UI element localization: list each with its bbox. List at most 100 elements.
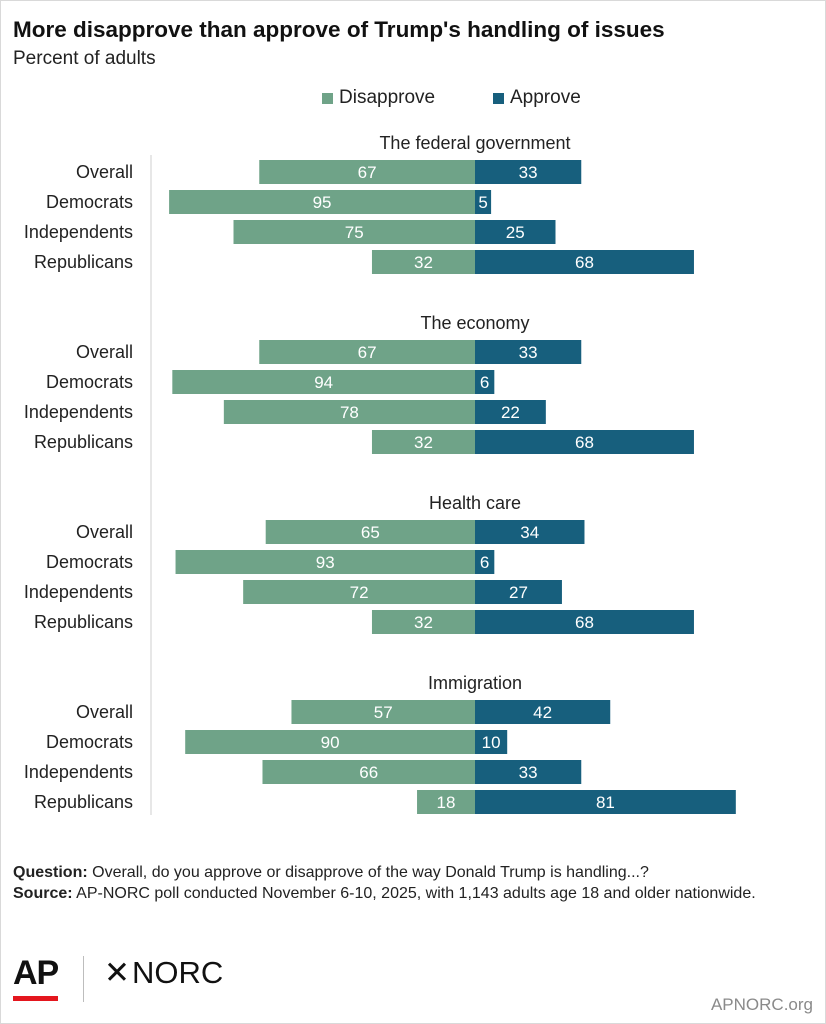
diverging-bar-chart: The federal government Overall 67 33 Democra… [24,133,736,815]
ap-logo-underline [13,996,58,1001]
data-label-approve: 42 [533,703,552,722]
category-label: Democrats [46,552,133,572]
bar-disapprove [185,730,475,754]
category-label: Independents [24,582,133,602]
bar-disapprove [233,220,475,244]
category-label: Independents [24,402,133,422]
category-label: Overall [76,522,133,542]
category-label: Democrats [46,192,133,212]
data-label-disapprove: 75 [345,223,364,242]
data-label-disapprove: 66 [359,763,378,782]
site-url-link[interactable]: APNORC.org [710,995,813,1014]
data-label-disapprove: 95 [313,193,332,212]
data-label-disapprove: 93 [316,553,335,572]
bar-disapprove [223,400,475,424]
ap-logo: AP [13,954,59,992]
bar-approve [475,730,508,754]
data-label-approve: 25 [506,223,525,242]
category-label: Republicans [34,792,133,812]
source-text: AP-NORC poll conducted November 6-10, 20… [72,885,756,902]
data-label-disapprove: 78 [340,403,359,422]
data-label-disapprove: 32 [414,613,433,632]
question-label: Question: [13,864,88,881]
bar-approve [475,610,694,634]
bar-disapprove [169,190,475,214]
data-label-approve: 68 [575,613,594,632]
norc-logo-text: NORC [131,955,224,990]
category-label: Overall [76,162,133,182]
bar-approve [475,760,582,784]
footnote-source: Source: AP-NORC poll conducted November … [13,883,803,904]
legend-label-approve: Approve [510,87,581,108]
legend-item-approve: Approve [493,87,581,109]
data-label-disapprove: 32 [414,253,433,272]
data-label-disapprove: 67 [358,343,377,362]
data-label-disapprove: 65 [361,523,380,542]
bar-disapprove [259,160,475,184]
category-label: Republicans [34,252,133,272]
bar-disapprove [175,550,476,574]
category-label: Democrats [46,372,133,392]
bar-approve [475,370,495,394]
data-label-approve: 68 [575,253,594,272]
data-label-disapprove: 32 [414,433,433,452]
panel-title: Immigration [428,673,522,693]
legend-swatch-approve [493,92,504,104]
data-label-approve: 34 [520,523,539,542]
data-label-approve: 68 [575,433,594,452]
category-label: Overall [76,702,133,722]
bar-disapprove [243,580,475,604]
category-label: Republicans [34,432,133,452]
data-label-disapprove: 72 [350,583,369,602]
bar-disapprove [417,790,475,814]
bar-approve [475,190,492,214]
data-label-approve: 5 [478,193,487,212]
data-label-approve: 33 [519,343,538,362]
bar-approve [475,580,562,604]
data-label-approve: 81 [596,793,615,812]
chart-title: More disapprove than approve of Trump's … [13,17,665,42]
chart-subtitle: Percent of adults [13,48,156,69]
footnote-question: Question: Overall, do you approve or dis… [13,862,803,883]
question-text: Overall, do you approve or disapprove of… [87,864,649,881]
bar-disapprove [172,370,475,394]
data-label-approve: 10 [482,733,501,752]
data-label-approve: 6 [480,553,489,572]
panel-title: The economy [420,313,529,333]
data-label-disapprove: 67 [358,163,377,182]
data-label-approve: 22 [501,403,520,422]
norc-mark-icon: ✕ [104,955,130,990]
bar-disapprove [262,760,475,784]
bar-approve [475,550,495,574]
data-label-approve: 6 [480,373,489,392]
legend-swatch-disapprove [322,92,333,104]
data-label-disapprove: 94 [314,373,333,392]
bar-disapprove [371,250,475,274]
category-label: Independents [24,762,133,782]
category-label: Overall [76,342,133,362]
bar-approve [475,220,556,244]
panel-title: Health care [429,493,521,513]
bar-approve [475,520,585,544]
legend-item-disapprove: Disapprove [322,87,435,109]
bar-approve [475,700,611,724]
bar-approve [475,250,694,274]
category-label: Democrats [46,732,133,752]
bar-disapprove [291,700,475,724]
bar-approve [475,430,694,454]
norc-logo: ✕ NORC [104,955,223,991]
panel-title: The federal government [379,133,570,153]
bar-disapprove [265,520,475,544]
data-label-disapprove: 18 [437,793,456,812]
data-label-disapprove: 57 [374,703,393,722]
source-label: Source: [13,885,73,902]
logo-divider [83,956,84,1002]
bar-approve [475,160,582,184]
legend-label-disapprove: Disapprove [339,87,436,108]
data-label-approve: 27 [509,583,528,602]
data-label-approve: 33 [519,763,538,782]
bar-approve [475,790,736,814]
bar-disapprove [371,430,475,454]
bar-disapprove [259,340,475,364]
category-label: Independents [24,222,133,242]
